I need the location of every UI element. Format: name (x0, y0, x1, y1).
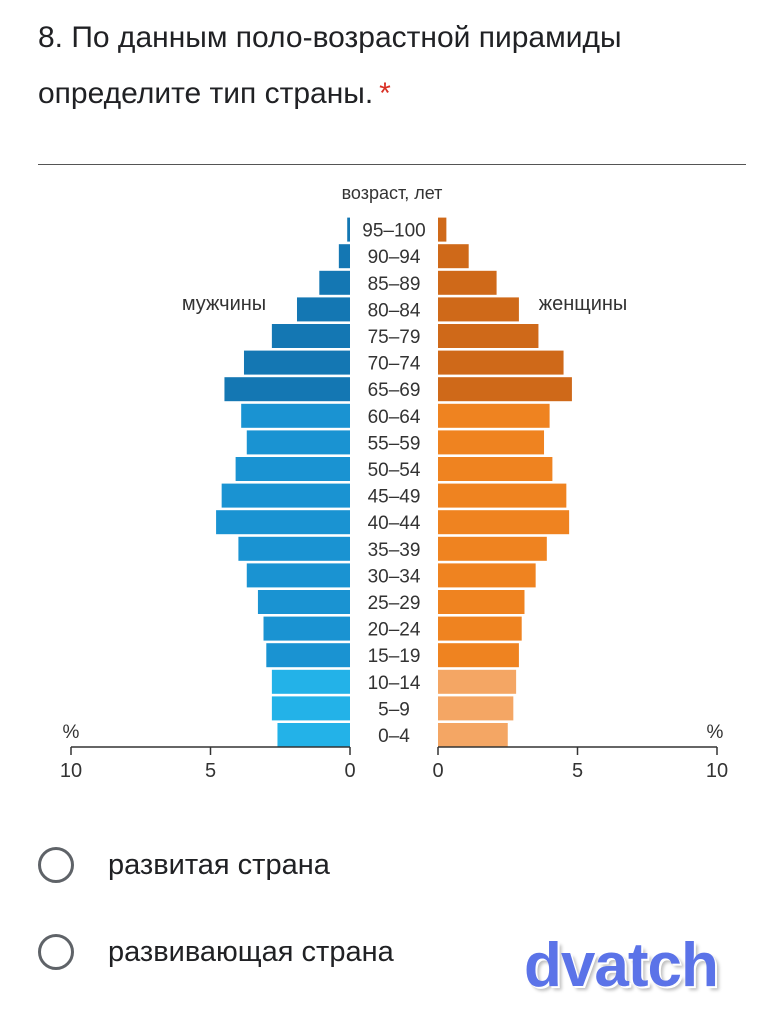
option-label: развитая страна (108, 848, 330, 881)
tick-label-left: 0 (344, 760, 355, 782)
bar-male-40–44 (216, 510, 350, 535)
bar-male-75–79 (271, 324, 350, 348)
bar-female-20–24 (438, 616, 522, 641)
bar-male-55–59 (246, 430, 350, 455)
radio-button[interactable] (38, 847, 74, 883)
bar-female-75–79 (438, 324, 539, 348)
bar-male-20–24 (263, 616, 350, 641)
bar-female-65–69 (438, 377, 572, 402)
bar-male-25–29 (257, 590, 350, 614)
divider (38, 164, 746, 165)
axis-unit-right: % (707, 722, 724, 743)
tick-label-right: 0 (432, 760, 443, 782)
tick-label-right: 5 (572, 760, 583, 782)
option-label: развивающая страна (108, 935, 394, 968)
chart-title: возраст, лет (342, 183, 443, 203)
bar-male-10–14 (271, 669, 350, 694)
tick-label-right: 10 (706, 760, 728, 782)
bar-male-35–39 (238, 536, 350, 561)
tick-label-left: 10 (60, 760, 82, 782)
axes-group: 0 0 5 5 10 10%% (60, 722, 728, 782)
age-label: 45–49 (368, 487, 421, 508)
age-label: 50–54 (368, 460, 421, 481)
required-asterisk: * (379, 77, 391, 110)
age-label: 60–64 (368, 407, 421, 428)
bar-male-15–19 (266, 643, 350, 668)
age-label: 85–89 (368, 274, 421, 295)
age-label: 0–4 (378, 726, 410, 747)
bar-female-30–34 (438, 563, 536, 588)
bar-female-55–59 (438, 430, 545, 455)
bar-female-25–29 (438, 590, 525, 614)
bar-male-65–69 (224, 377, 350, 402)
female-label: женщины (539, 293, 628, 315)
bar-male-95–100 (347, 217, 350, 242)
age-label: 55–59 (368, 433, 421, 454)
question-title: 8. По данным поло-возрастной пирамиды оп… (38, 10, 738, 122)
age-label: 25–29 (368, 593, 421, 614)
bar-male-45–49 (221, 483, 350, 508)
age-label: 10–14 (368, 673, 421, 694)
bar-male-80–84 (296, 297, 350, 322)
age-labels-group: 0–4 5–9 10–14 15–19 20–24 25–29 30–34 35–39 40–4… (362, 221, 425, 747)
age-label: 75–79 (368, 327, 421, 348)
bar-female-10–14 (438, 669, 517, 694)
bar-male-5–9 (271, 696, 350, 721)
bar-female-85–89 (438, 270, 497, 295)
bar-male-60–64 (241, 403, 350, 428)
age-label: 30–34 (368, 566, 421, 587)
bars-group (216, 217, 572, 747)
tick-label-left: 5 (205, 760, 216, 782)
bar-female-5–9 (438, 696, 514, 721)
age-label: 95–100 (362, 221, 425, 242)
bar-female-80–84 (438, 297, 519, 322)
age-label: 90–94 (368, 247, 421, 268)
age-label: 70–74 (368, 354, 421, 375)
bar-male-70–74 (243, 350, 350, 375)
age-label: 35–39 (368, 540, 421, 561)
age-label: 80–84 (368, 300, 421, 321)
axis-unit-left: % (63, 722, 80, 743)
bar-female-60–64 (438, 403, 550, 428)
radio-button[interactable] (38, 934, 74, 970)
watermark: dvatch (524, 931, 719, 1000)
bar-female-40–44 (438, 510, 570, 535)
option-developed[interactable]: развитая страна (38, 842, 330, 888)
age-label: 65–69 (368, 380, 421, 401)
age-label: 15–19 (368, 646, 421, 667)
bar-female-0–4 (438, 723, 508, 747)
age-label: 40–44 (368, 513, 421, 534)
bar-female-95–100 (438, 217, 447, 242)
bar-male-50–54 (235, 457, 350, 481)
bar-female-15–19 (438, 643, 519, 668)
population-pyramid-chart: возраст, лет мужчины женщины 0–4 5–9 10–14… (60, 183, 728, 782)
bar-male-90–94 (338, 244, 350, 269)
bar-female-50–54 (438, 457, 553, 481)
bar-male-85–89 (319, 270, 350, 295)
bar-male-0–4 (277, 723, 350, 747)
bar-female-35–39 (438, 536, 547, 561)
bar-female-45–49 (438, 483, 567, 508)
option-developing[interactable]: развивающая страна (38, 929, 394, 975)
age-label: 20–24 (368, 620, 421, 641)
bar-female-90–94 (438, 244, 469, 269)
bar-female-70–74 (438, 350, 564, 375)
male-label: мужчины (182, 293, 266, 315)
age-label: 5–9 (378, 699, 410, 720)
bar-male-30–34 (246, 563, 350, 588)
question-text: 8. По данным поло-возрастной пирамиды оп… (38, 21, 622, 110)
